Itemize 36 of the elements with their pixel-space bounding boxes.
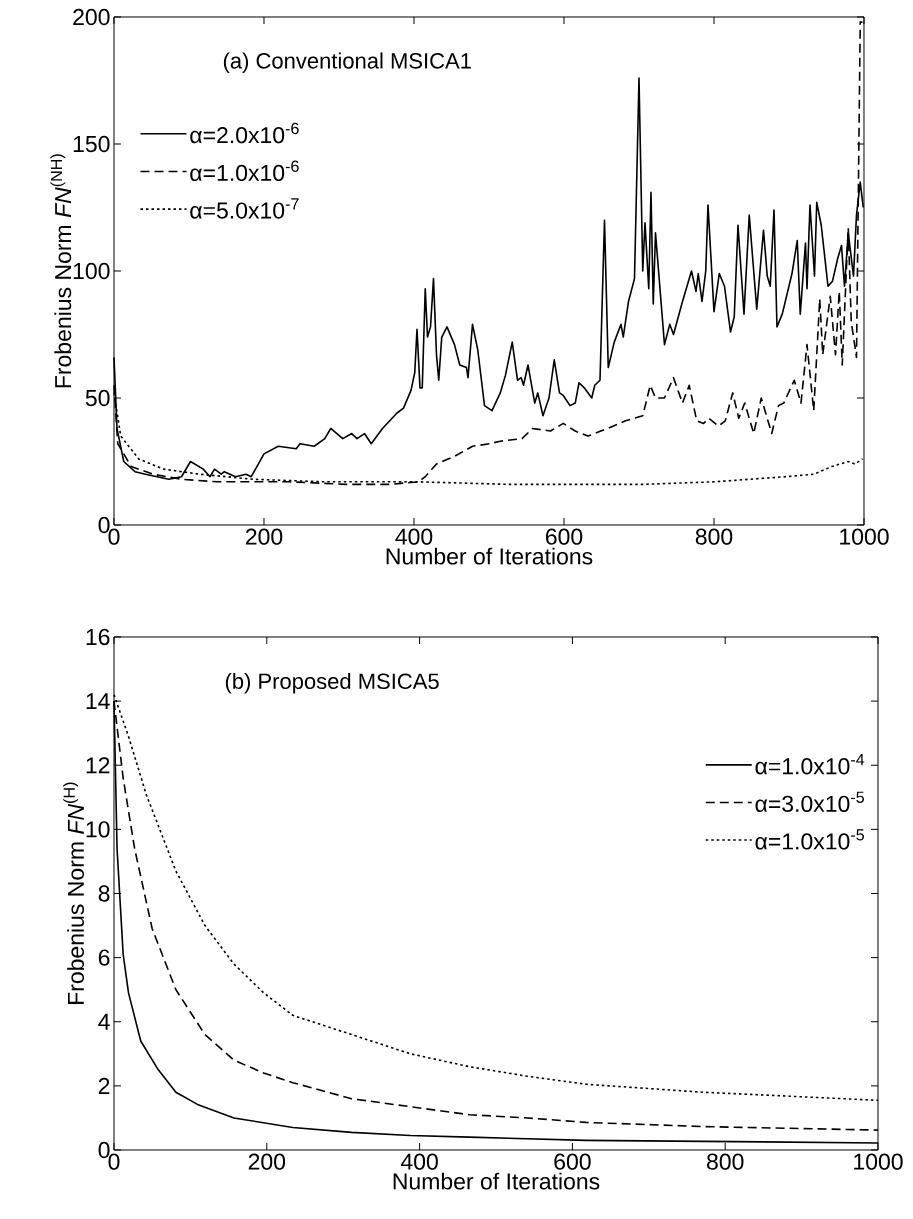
y-tick-label: 200 [73,8,110,26]
annotation: (b) Proposed MSICA5 [225,672,439,694]
x-tick-label: 1000 [840,528,889,545]
x-tick-label: 200 [248,1153,286,1170]
y-tick-label: 50 [85,389,110,407]
x-tick-label: 400 [400,1153,438,1170]
y-tick-label: 6 [98,949,110,966]
x-tick-label: 400 [395,528,433,545]
y-tick-label: 4 [98,1013,110,1030]
y-tick-label: 150 [73,135,110,153]
annotation: (a) Conventional MSICA1 [223,52,471,73]
y-axis-title: Frobenius Norm FN$^{(H)}$ [63,782,85,1005]
x-tick-label: 1000 [854,1153,903,1170]
legend-label: α=5.0x10$^{-7}$ [190,198,299,219]
legend-label: α=1.0x10$^{-4}$ [755,754,865,775]
y-tick-label: 0 [98,1141,110,1159]
y-tick-label: 2 [98,1077,110,1094]
y-axis-title: Frobenius Norm FN$^{(NH)}$ [50,154,72,388]
y-tick-label: 8 [98,885,110,902]
y-tick-label: 10 [86,821,110,838]
x-axis-title: Number of Iterations [386,547,593,565]
x-tick-label: 600 [554,1153,591,1170]
x-tick-label: 200 [245,528,283,545]
y-tick-label: 0 [98,516,110,534]
y-tick-label: 100 [73,262,110,280]
legend-label: α=1.0x10$^{-6}$ [190,160,299,182]
x-tick-label: 600 [545,528,583,545]
y-tick-label: 12 [86,757,110,774]
y-tick-label: 16 [86,628,110,646]
legend-label: α=3.0x10$^{-5}$ [755,791,864,812]
x-axis-title: Number of Iterations [393,1172,600,1190]
legend-label: α=1.0x10$^{-5}$ [755,829,864,850]
x-tick-label: 800 [695,528,733,545]
legend-label: α=2.0x10$^{-6}$ [190,122,299,144]
x-tick-label: 800 [707,1153,744,1170]
y-tick-label: 14 [86,693,110,710]
